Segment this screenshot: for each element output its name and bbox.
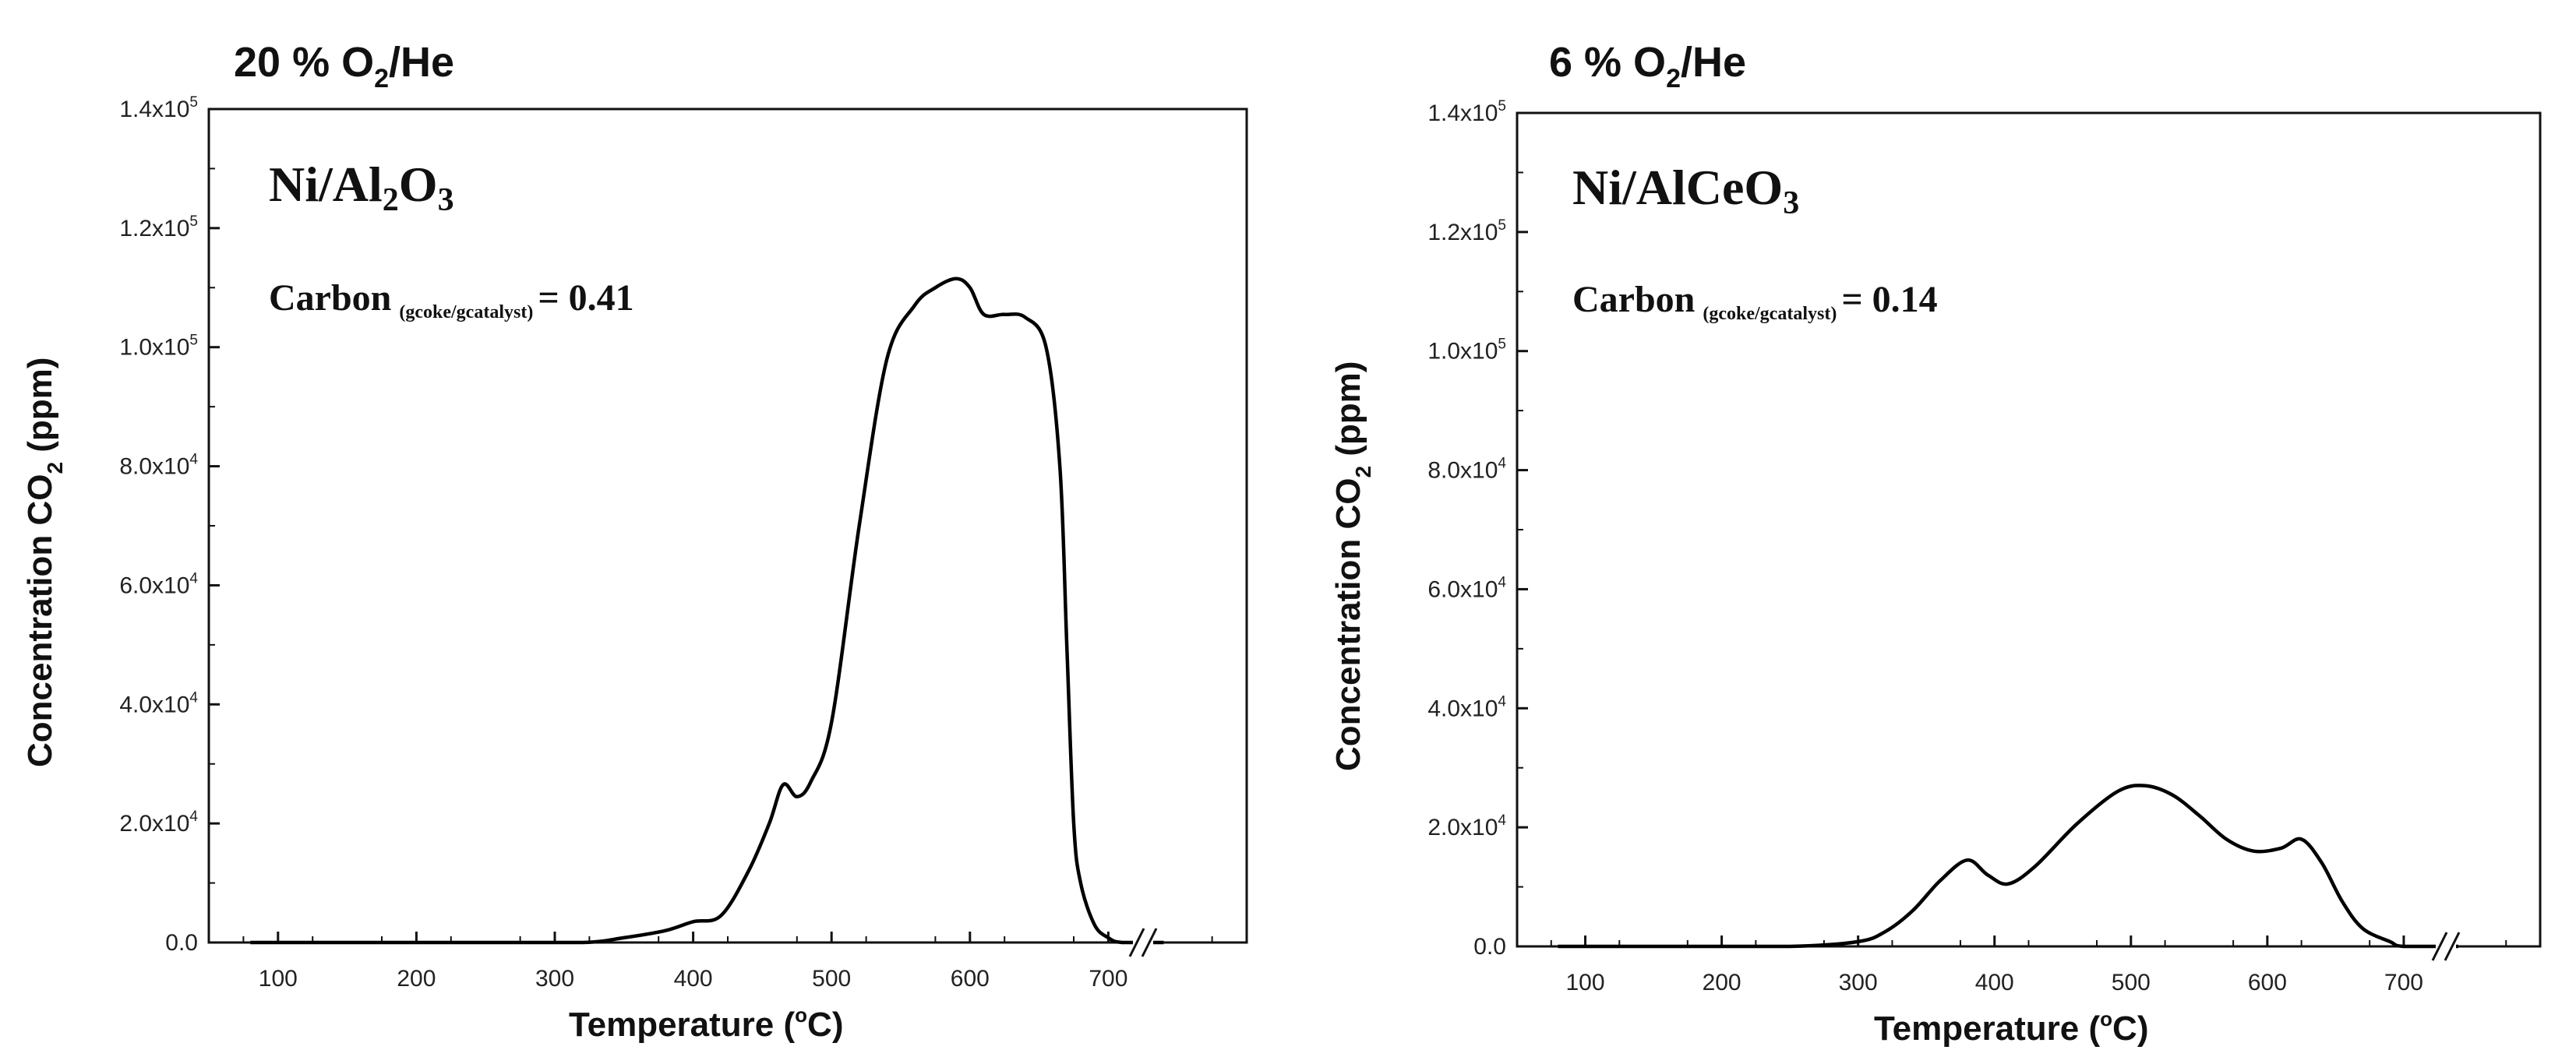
right-y-tick-label: 1.2x105: [1427, 217, 1506, 245]
right-y-axis-label: Concentration CO2 (ppm): [1329, 361, 1375, 771]
right-y-tick-label: 8.0x104: [1427, 456, 1506, 484]
right-x-tick-label: 600: [2248, 970, 2287, 995]
left-y-tick-label: 0.0: [165, 930, 198, 956]
right-catalyst-label: Ni/AlCeO3: [1572, 160, 1799, 221]
right-x-tick-label: 100: [1566, 970, 1605, 995]
left-x-tick-label: 200: [397, 966, 436, 992]
right-plot-frame: [1516, 111, 2542, 948]
right-co2-curve: [1558, 784, 2458, 949]
right-x-tick-label: 500: [2112, 970, 2151, 995]
right-condition-title: 6 % O2/He: [1549, 39, 1746, 93]
right-x-tick-label: 700: [2384, 970, 2423, 995]
left-condition-title: 20 % O2/He: [234, 39, 454, 93]
right-y-tick-label: 1.0x105: [1427, 336, 1506, 365]
left-y-tick-label: 1.0x105: [119, 333, 198, 361]
right-x-axis-label: Temperature (oC): [1874, 1007, 2148, 1048]
left-y-tick-label: 4.0x104: [119, 689, 198, 717]
left-axis-break: [1128, 928, 1158, 957]
left-catalyst-label: Ni/Al2O3: [269, 157, 454, 218]
right-y-tick-label: 0.0: [1473, 934, 1506, 960]
left-x-tick-label: 300: [535, 966, 574, 992]
left-panel: 20 % O2/He 100 200 300 400 500 600 700 0.0 2.0x1…: [21, 39, 1248, 1044]
right-carbon-annotation: Carbon (gcoke/gcatalyst) = 0.14: [1572, 279, 1938, 324]
left-y-tick-label: 6.0x104: [119, 570, 198, 598]
left-y-tick-label: 8.0x104: [119, 452, 198, 480]
left-plot-frame: [207, 107, 1248, 944]
left-x-tick-label: 700: [1089, 966, 1127, 992]
right-y-tick-label: 4.0x104: [1427, 693, 1506, 721]
right-y-tick-label: 6.0x104: [1427, 574, 1506, 602]
right-ticks: 100 200 300 400 500 600 700 0.0 2.0x104 4.0x104 6.…: [1427, 98, 2507, 995]
left-x-axis-label: Temperature (oC): [569, 1003, 843, 1044]
right-panel: 6 % O2/He 100 200 300 400 500 600 700 0.0 2.0x10…: [1329, 39, 2542, 1048]
left-y-axis-label: Concentration CO2 (ppm): [21, 358, 67, 767]
left-ticks: 100 200 300 400 500 600 700 0.0 2.0x104 4.0x104 6.…: [119, 94, 1213, 992]
left-y-tick-label: 2.0x104: [119, 809, 198, 837]
left-co2-curve: [250, 277, 1164, 945]
left-x-tick-label: 400: [674, 966, 713, 992]
right-y-tick-label: 2.0x104: [1427, 812, 1506, 840]
right-x-tick-label: 400: [1975, 970, 2014, 995]
right-y-tick-label: 1.4x105: [1427, 98, 1506, 126]
left-x-tick-label: 600: [951, 966, 990, 992]
right-x-tick-label: 200: [1703, 970, 1741, 995]
left-x-tick-label: 500: [812, 966, 851, 992]
left-carbon-annotation: Carbon (gcoke/gcatalyst) = 0.41: [269, 277, 634, 322]
right-x-tick-label: 300: [1839, 970, 1878, 995]
left-x-tick-label: 100: [259, 966, 298, 992]
left-y-tick-label: 1.2x105: [119, 213, 198, 241]
left-y-tick-label: 1.4x105: [119, 94, 198, 122]
right-axis-break: [2431, 932, 2461, 961]
